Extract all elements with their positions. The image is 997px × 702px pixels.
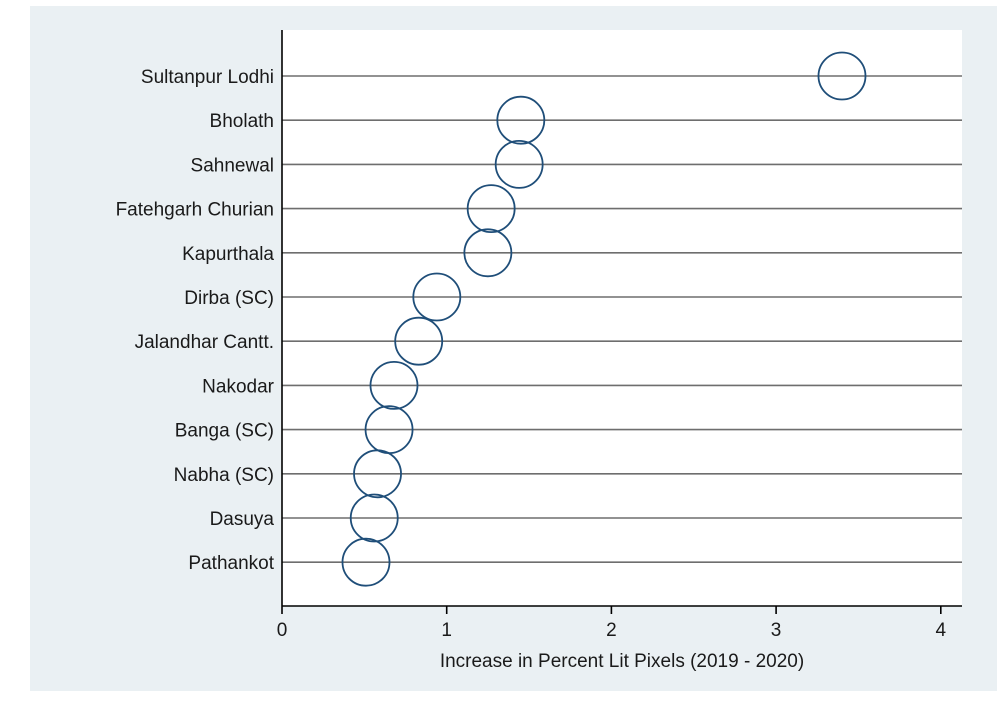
y-tick-label: Banga (SC) <box>175 421 274 442</box>
data-markers <box>341 51 867 587</box>
y-tick-label: Nabha (SC) <box>174 465 274 486</box>
data-point <box>341 537 391 587</box>
gridlines <box>282 75 962 564</box>
plot-area <box>282 30 962 606</box>
data-point <box>466 184 516 234</box>
y-tick-label: Dirba (SC) <box>184 288 274 309</box>
y-tick-label: Jalandhar Cantt. <box>135 332 274 353</box>
data-point <box>349 493 399 543</box>
y-tick-label: Sultanpur Lodhi <box>141 67 274 88</box>
data-point <box>412 272 462 322</box>
x-tick-label: 4 <box>936 620 947 641</box>
axes <box>281 30 962 607</box>
data-point <box>463 228 513 278</box>
y-tick-labels: Sultanpur Lodhi Bholath Sahnewal Fatehgarh … <box>116 67 275 574</box>
x-tick-label: 0 <box>277 620 288 641</box>
y-tick-label: Kapurthala <box>182 244 274 265</box>
x-tick-label: 2 <box>606 620 617 641</box>
x-tick-label: 3 <box>771 620 782 641</box>
y-tick-label: Fatehgarh Churian <box>116 200 274 221</box>
data-point <box>496 95 546 145</box>
data-point <box>494 139 544 189</box>
x-axis-label: Increase in Percent Lit Pixels (2019 - 2… <box>440 651 804 672</box>
x-ticks: 0 1 2 3 4 <box>277 606 947 641</box>
data-point <box>369 360 419 410</box>
y-tick-label: Pathankot <box>188 553 274 574</box>
y-tick-label: Bholath <box>210 111 274 132</box>
y-tick-label: Sahnewal <box>191 155 274 176</box>
data-point <box>817 51 867 101</box>
data-point <box>353 449 402 499</box>
x-tick-label: 1 <box>441 620 452 641</box>
data-point <box>394 316 444 366</box>
y-tick-label: Nakodar <box>202 376 274 397</box>
y-tick-label: Dasuya <box>210 509 275 530</box>
